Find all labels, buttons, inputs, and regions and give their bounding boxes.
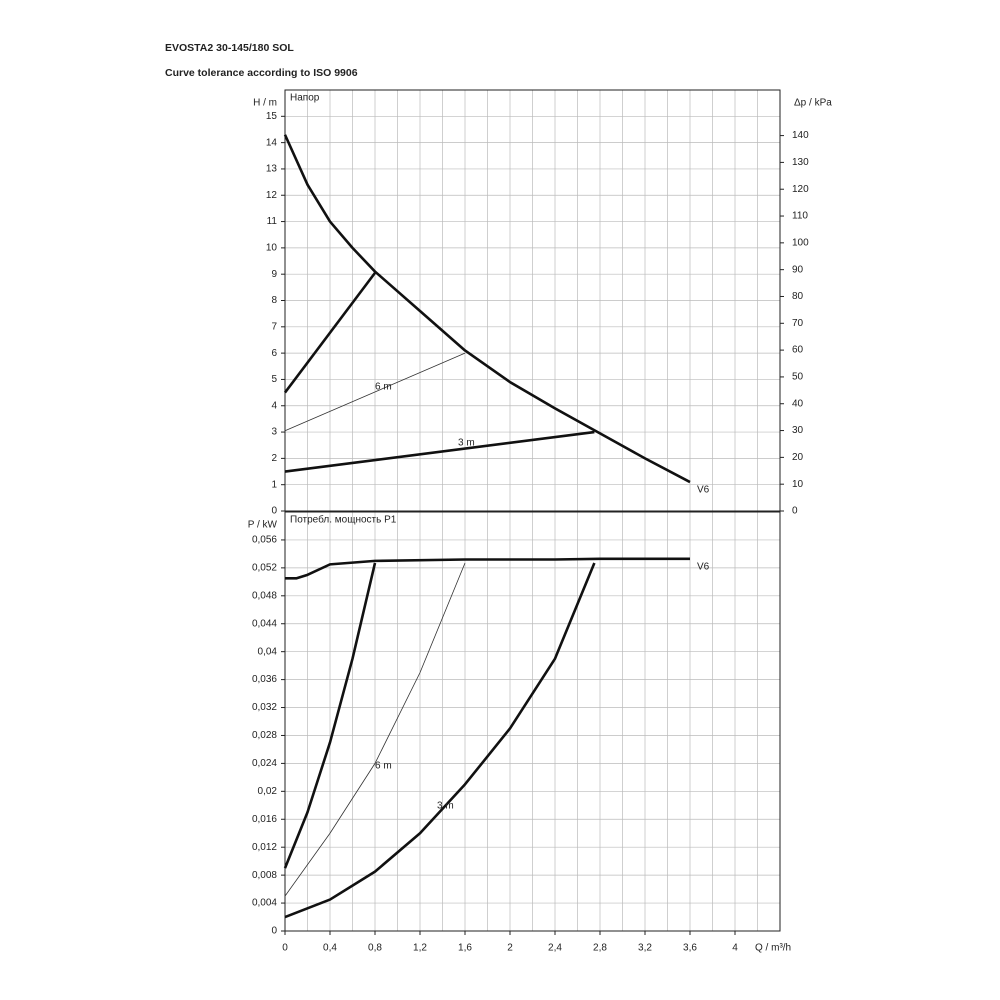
x-tick-label: 0,4 <box>323 943 337 954</box>
y-tick-label: 2 <box>271 453 277 464</box>
y-tick-label: 0,02 <box>258 786 278 797</box>
y2-tick-label: 70 <box>792 318 804 329</box>
y-tick-label: 0,016 <box>252 814 277 825</box>
y-axis-label: H / m <box>253 98 277 109</box>
y-tick-label: 0,044 <box>252 618 277 629</box>
curve <box>284 430 595 473</box>
plot-frame <box>284 511 781 932</box>
panel-title: Потребл. мощность P1 <box>290 514 397 526</box>
x-tick-label: 1,6 <box>458 943 472 954</box>
y-tick-label: 5 <box>271 374 277 385</box>
curve <box>284 562 596 919</box>
y-tick-label: 15 <box>266 111 278 122</box>
curve <box>283 562 377 869</box>
y2-tick-label: 20 <box>792 452 804 463</box>
y2-tick-label: 0 <box>792 506 798 517</box>
subtitle: Curve tolerance according to ISO 9906 <box>165 67 358 79</box>
y2-tick-label: 110 <box>792 211 808 222</box>
y-tick-label: 0 <box>271 506 277 517</box>
curve <box>285 557 690 580</box>
curve-label: 3 m <box>437 801 454 812</box>
y2-tick-label: 10 <box>792 479 804 490</box>
y-tick-label: 6 <box>271 348 277 359</box>
y-tick-label: 7 <box>271 321 277 332</box>
y-tick-label: 0,008 <box>252 870 277 881</box>
curve-label: 6 m <box>375 382 392 393</box>
y-tick-label: 0,028 <box>252 730 277 741</box>
y-tick-label: 12 <box>266 190 278 201</box>
x-tick-label: 4 <box>732 943 738 954</box>
y2-tick-label: 60 <box>792 345 804 356</box>
y-tick-label: 0,004 <box>252 898 277 909</box>
curve-label: 3 m <box>458 438 475 449</box>
y-tick-label: 0,052 <box>252 563 277 574</box>
x-axis-label: Q / m³/h <box>755 943 791 954</box>
y-tick-label: 4 <box>271 400 277 411</box>
plot-frame <box>284 89 781 512</box>
y-tick-label: 0,036 <box>252 674 277 685</box>
y2-tick-label: 40 <box>792 398 804 409</box>
y-tick-label: 14 <box>266 137 278 148</box>
y-tick-label: 10 <box>266 243 278 254</box>
x-tick-label: 3,6 <box>683 943 697 954</box>
x-tick-label: 3,2 <box>638 943 652 954</box>
y-tick-label: 1 <box>271 479 277 490</box>
curve-label: V6 <box>697 562 710 573</box>
y-tick-label: 13 <box>266 164 278 175</box>
y-tick-label: 0 <box>271 926 277 937</box>
y-tick-label: 11 <box>267 216 278 227</box>
x-tick-label: 0 <box>282 943 288 954</box>
y2-tick-label: 90 <box>792 264 804 275</box>
y2-tick-label: 120 <box>792 184 809 195</box>
y2-tick-label: 130 <box>792 157 809 168</box>
x-tick-label: 2,8 <box>593 943 607 954</box>
y-tick-label: 0,032 <box>252 702 277 713</box>
curve-label: 6 m <box>375 761 392 772</box>
y-tick-label: 8 <box>271 295 277 306</box>
y2-axis-label: Δp / kPa <box>794 98 832 109</box>
x-tick-label: 2,4 <box>548 943 562 954</box>
y2-tick-label: 30 <box>792 425 804 436</box>
y2-tick-label: 50 <box>792 372 804 383</box>
curve <box>283 134 691 484</box>
y2-tick-label: 140 <box>792 130 809 141</box>
x-tick-label: 0,8 <box>368 943 382 954</box>
y-tick-label: 9 <box>271 269 277 280</box>
y-tick-label: 0,012 <box>252 842 277 853</box>
y-tick-label: 0,048 <box>252 590 277 601</box>
curve <box>283 272 377 394</box>
title: EVOSTA2 30-145/180 SOL <box>165 42 294 54</box>
x-tick-label: 1,2 <box>413 943 427 954</box>
curve-label: V6 <box>697 485 710 496</box>
curve <box>284 352 466 432</box>
curve <box>284 562 466 897</box>
y-tick-label: 3 <box>271 427 277 438</box>
y-tick-label: 0,04 <box>258 646 278 657</box>
panel-title: Напор <box>290 93 320 104</box>
y-axis-label: P / kW <box>248 520 278 531</box>
x-tick-label: 2 <box>507 943 513 954</box>
y2-tick-label: 80 <box>792 291 804 302</box>
y-tick-label: 0,056 <box>252 535 277 546</box>
y2-tick-label: 100 <box>792 237 809 248</box>
y-tick-label: 0,024 <box>252 758 277 769</box>
